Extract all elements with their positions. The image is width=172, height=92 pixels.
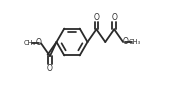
Text: O: O: [35, 38, 41, 47]
Text: O: O: [111, 13, 117, 22]
Text: O: O: [47, 64, 53, 73]
Text: CH₃: CH₃: [23, 40, 35, 46]
Text: CH₃: CH₃: [128, 39, 141, 45]
Text: O: O: [93, 13, 99, 22]
Text: O: O: [123, 37, 129, 46]
